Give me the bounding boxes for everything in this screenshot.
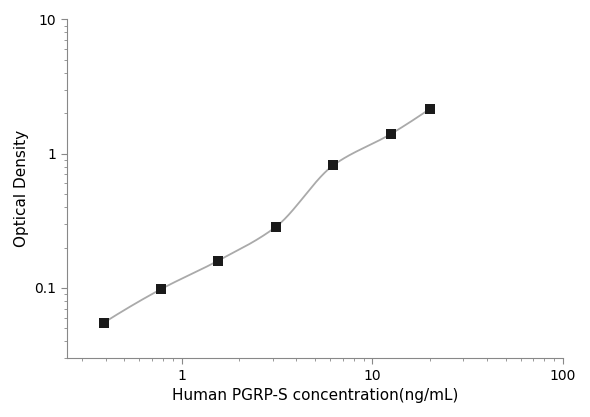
Point bbox=[271, 224, 281, 230]
Point bbox=[386, 131, 395, 137]
Point bbox=[425, 106, 434, 112]
Point bbox=[329, 162, 338, 168]
Point bbox=[99, 319, 109, 326]
X-axis label: Human PGRP-S concentration(ng/mL): Human PGRP-S concentration(ng/mL) bbox=[172, 388, 458, 403]
Point bbox=[214, 257, 223, 264]
Y-axis label: Optical Density: Optical Density bbox=[14, 130, 29, 247]
Point bbox=[156, 286, 166, 292]
